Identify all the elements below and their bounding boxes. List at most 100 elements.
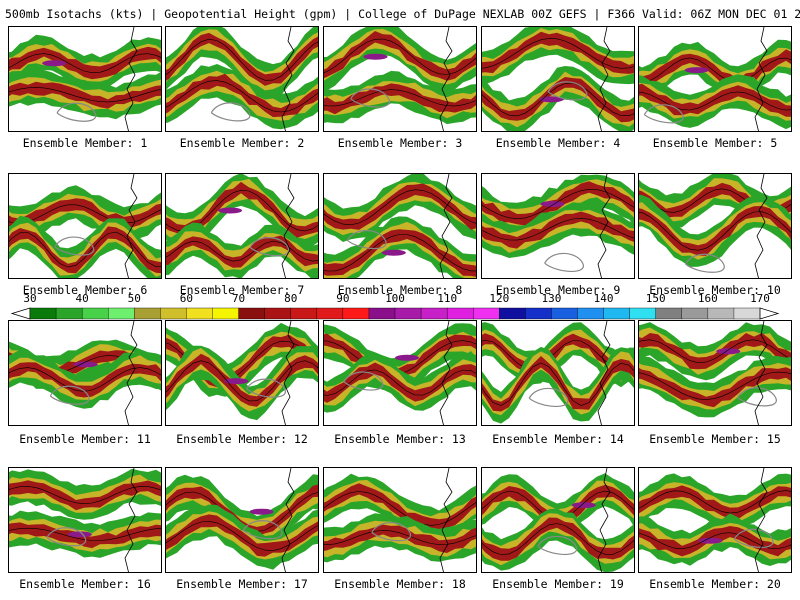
colorbar-tick-label: 30 <box>23 292 37 305</box>
isotach-band <box>639 526 791 557</box>
height-contour <box>482 217 634 241</box>
height-contour <box>639 91 791 111</box>
height-contour-gray <box>733 528 774 548</box>
isotach-band <box>324 524 476 553</box>
colorbar-tick-label: 60 <box>179 292 194 305</box>
coastline <box>281 27 295 131</box>
jet-stream-plot <box>166 321 318 425</box>
height-contour-gray <box>54 236 95 256</box>
isotach-band <box>324 83 476 115</box>
colorbar-tick-label: 70 <box>231 292 246 305</box>
colorbar-swatch <box>525 307 552 320</box>
colorbar-swatch <box>108 307 135 320</box>
jet-max <box>218 207 243 214</box>
isotach-band <box>324 229 476 277</box>
ensemble-member-map <box>638 26 792 132</box>
colorbar-swatch <box>342 307 370 320</box>
isotach-band <box>324 483 476 533</box>
coastline <box>124 174 138 278</box>
isotach-band <box>166 353 318 407</box>
colorbar-swatch <box>733 307 761 320</box>
jet-stream-plot <box>639 468 791 572</box>
coastline <box>439 174 453 278</box>
ensemble-member-map <box>638 467 792 573</box>
jet-max <box>716 348 741 355</box>
ensemble-member-label: Ensemble Member: 5 <box>652 136 778 150</box>
height-contour-gray <box>346 229 387 250</box>
height-contour <box>639 57 791 83</box>
jet-stream-plot <box>324 174 476 278</box>
ensemble-member-label: Ensemble Member: 8 <box>337 283 463 297</box>
jet-stream-plot <box>639 174 791 278</box>
jet-stream-plot <box>639 321 791 425</box>
jet-stream-plot <box>324 321 476 425</box>
ensemble-member-label: Ensemble Member: 20 <box>649 577 781 591</box>
isotach-band <box>166 32 318 86</box>
jet-stream-plot <box>166 27 318 131</box>
isotach-band <box>9 362 161 398</box>
ensemble-member-map <box>481 26 635 132</box>
colorbar-swatch <box>707 307 735 320</box>
colorbar-tick-label: 40 <box>75 292 89 305</box>
isotach-band <box>166 484 318 537</box>
height-contour-gray <box>371 522 411 542</box>
isotach-band <box>166 73 318 118</box>
height-contour-gray <box>544 252 584 273</box>
colorbar-swatch <box>264 307 292 320</box>
ensemble-member-label: Ensemble Member: 19 <box>492 577 624 591</box>
jet-max <box>381 249 406 256</box>
colorbar-swatch <box>629 307 657 320</box>
height-contour-gray <box>350 88 390 108</box>
ensemble-member-label: Ensemble Member: 4 <box>495 136 621 150</box>
coastline <box>281 468 295 572</box>
ensemble-member-label: Ensemble Member: 1 <box>22 136 148 150</box>
height-contour <box>639 339 791 364</box>
isotach-band <box>482 77 634 123</box>
isotach-band <box>9 480 161 511</box>
height-contour-gray <box>643 104 684 124</box>
colorbar-right-arrow <box>759 307 780 320</box>
height-contour-gray <box>249 237 290 257</box>
jet-max <box>363 53 388 60</box>
ensemble-member-label: Ensemble Member: 11 <box>19 432 151 446</box>
ensemble-member-map <box>165 320 319 426</box>
colorbar-tick-label: 170 <box>750 292 770 305</box>
coastline <box>124 468 138 572</box>
ensemble-member-label: Ensemble Member: 16 <box>19 577 151 591</box>
jet-stream-plot <box>9 468 161 572</box>
ensemble-member-map <box>165 467 319 573</box>
colorbar-swatch <box>655 307 683 320</box>
ensemble-member-map <box>8 26 162 132</box>
coastline <box>281 174 295 278</box>
isotach-band <box>639 333 791 370</box>
coastline <box>124 27 138 131</box>
isotach-band <box>639 485 791 520</box>
jet-max <box>249 508 274 515</box>
colorbar-tick-label: 130 <box>541 292 562 305</box>
ensemble-member-label: Ensemble Member: 18 <box>334 577 466 591</box>
height-contour <box>639 211 791 251</box>
isotach-band <box>9 522 161 549</box>
height-contour-gray <box>49 385 90 405</box>
jet-stream-plot <box>482 468 634 572</box>
height-contour <box>166 520 318 551</box>
colorbar-swatch <box>290 307 318 320</box>
coastline <box>754 321 768 425</box>
colorbar-swatch <box>473 307 500 320</box>
coastline <box>281 321 295 425</box>
coastline <box>754 27 768 131</box>
isotach-band <box>639 206 791 256</box>
ensemble-member-map <box>638 173 792 279</box>
colorbar-swatch <box>499 307 526 320</box>
height-contour <box>324 234 476 272</box>
colorbar-swatch <box>55 307 83 320</box>
colorbar-left-arrow <box>10 307 31 320</box>
ensemble-member-label: Ensemble Member: 17 <box>176 577 308 591</box>
height-contour <box>166 240 318 262</box>
jet-stream-plot <box>324 468 476 572</box>
isotach-band <box>9 474 161 513</box>
jet-max <box>73 361 98 368</box>
height-contour-gray <box>56 102 97 122</box>
coastline <box>597 321 611 425</box>
height-contour-gray <box>246 378 286 398</box>
